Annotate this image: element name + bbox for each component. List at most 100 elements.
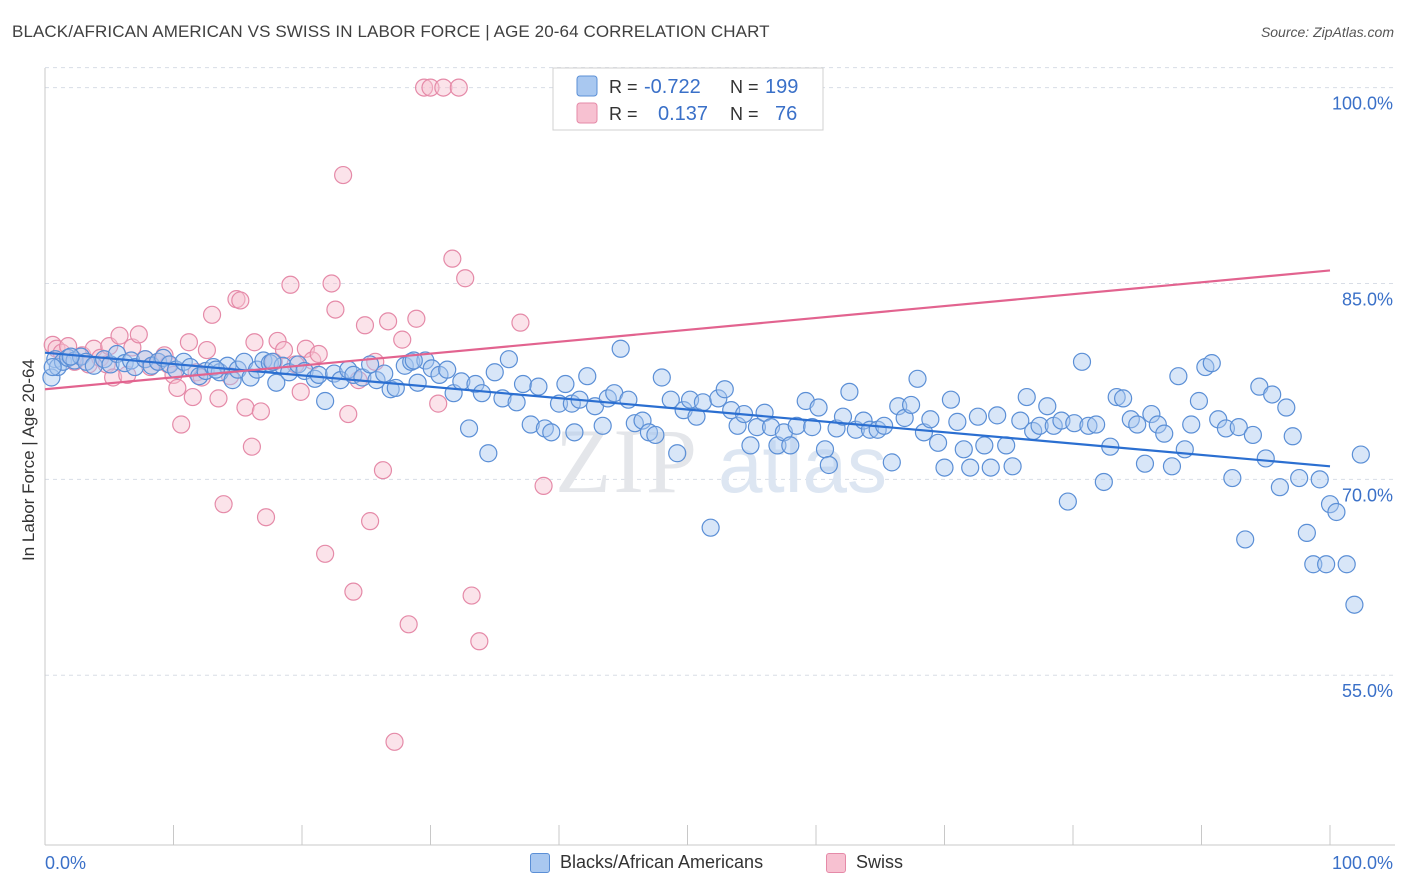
point-swiss: [326, 300, 345, 319]
point-blacks: [646, 425, 665, 445]
point-swiss: [334, 165, 353, 185]
point-blacks: [1162, 457, 1182, 476]
point-blacks: [375, 364, 394, 383]
point-blacks: [1337, 555, 1356, 574]
point-blacks: [1223, 468, 1242, 488]
point-blacks: [941, 390, 961, 409]
stats-legend-frame: [552, 67, 824, 131]
point-blacks: [263, 352, 282, 371]
point-blacks: [803, 418, 822, 437]
point-swiss: [268, 331, 287, 351]
point-blacks: [709, 389, 728, 408]
point-blacks: [809, 398, 828, 417]
point-swiss: [168, 378, 187, 398]
point-swiss: [242, 437, 261, 456]
point-swiss: [236, 398, 255, 417]
x-tick-label-end: 100.0%: [1332, 853, 1393, 873]
y-tick-label: 85.0%: [1342, 289, 1393, 309]
point-blacks: [101, 355, 120, 374]
point-blacks: [1072, 352, 1092, 371]
point-blacks: [840, 382, 859, 401]
point-blacks: [747, 418, 766, 437]
point-blacks: [997, 436, 1016, 455]
point-blacks: [1135, 454, 1155, 473]
watermark: ZIP atlas: [555, 410, 887, 512]
point-swiss: [197, 340, 217, 360]
legend-item-blacks: Blacks/African Americans: [530, 852, 763, 873]
point-swiss: [361, 512, 380, 531]
point-swiss: [309, 344, 328, 364]
point-blacks: [901, 395, 921, 415]
point-swiss: [172, 415, 191, 434]
legend-item-swiss: Swiss: [826, 852, 903, 873]
point-blacks: [981, 458, 1000, 477]
point-swiss: [456, 269, 475, 288]
point-blacks: [408, 373, 427, 392]
point-blacks: [466, 374, 485, 394]
point-swiss: [443, 249, 462, 268]
point-blacks: [1107, 387, 1126, 407]
stats-r-value-blue: -0.722: [644, 76, 701, 98]
point-blacks: [1155, 424, 1174, 443]
y-tick-label: 100.0%: [1332, 94, 1393, 114]
point-swiss: [110, 326, 129, 345]
point-blacks: [521, 415, 540, 434]
stats-n-label-blue: N =: [730, 77, 759, 97]
point-swiss: [407, 309, 426, 328]
point-blacks: [1087, 415, 1106, 434]
y-tick-label: 70.0%: [1342, 485, 1393, 505]
point-blacks: [1345, 595, 1364, 614]
point-swiss: [256, 508, 276, 527]
point-blacks: [833, 407, 853, 426]
point-blacks: [472, 384, 491, 403]
point-blacks: [961, 458, 980, 477]
point-blacks: [827, 419, 846, 438]
point-blacks: [507, 393, 526, 412]
labels-layer: 55.0% 70.0% 85.0% 100.0% 0.0% 100.0%: [45, 94, 1393, 873]
point-blacks: [542, 423, 561, 442]
point-swiss: [245, 333, 264, 352]
stats-r-label-blue: R =: [609, 77, 638, 97]
point-swiss: [449, 78, 468, 97]
trend-layer: [44, 269, 1331, 468]
point-swiss: [378, 312, 398, 331]
point-blacks: [485, 363, 504, 382]
stats-n-label-pink: N =: [730, 104, 759, 124]
point-blacks: [741, 436, 760, 455]
point-blacks: [1317, 555, 1336, 574]
point-blacks: [386, 378, 405, 398]
point-blacks: [1202, 354, 1221, 373]
point-swiss: [251, 402, 270, 421]
point-blacks: [1243, 425, 1263, 445]
point-blacks: [1277, 398, 1296, 417]
stats-legend-pink-swatch: [576, 102, 598, 124]
point-swiss: [316, 544, 335, 563]
point-blacks: [1297, 523, 1316, 542]
stats-n-value-blue: 199: [765, 76, 798, 98]
point-blacks: [928, 433, 948, 452]
point-blacks: [1169, 367, 1188, 386]
point-blacks: [1038, 397, 1057, 416]
point-blacks: [1310, 470, 1329, 489]
point-swiss: [414, 78, 434, 97]
point-blacks: [43, 357, 62, 377]
point-swiss: [421, 78, 440, 97]
point-blacks: [815, 440, 835, 459]
point-blacks: [1011, 411, 1030, 430]
point-blacks: [1327, 502, 1346, 522]
point-blacks: [1003, 457, 1022, 476]
point-blacks: [1175, 440, 1194, 459]
point-swiss: [511, 313, 530, 332]
point-blacks: [668, 444, 687, 463]
point-blacks: [1114, 389, 1133, 408]
series-legend: Blacks/African Americans Swiss: [0, 852, 1406, 878]
point-swiss: [344, 582, 363, 601]
point-swiss: [462, 586, 481, 605]
point-blacks: [206, 360, 226, 379]
point-blacks: [882, 453, 901, 472]
point-blacks: [611, 339, 630, 358]
point-swiss: [231, 291, 250, 310]
point-blacks: [316, 391, 335, 411]
point-swiss: [385, 732, 404, 751]
point-blacks: [1290, 468, 1309, 488]
